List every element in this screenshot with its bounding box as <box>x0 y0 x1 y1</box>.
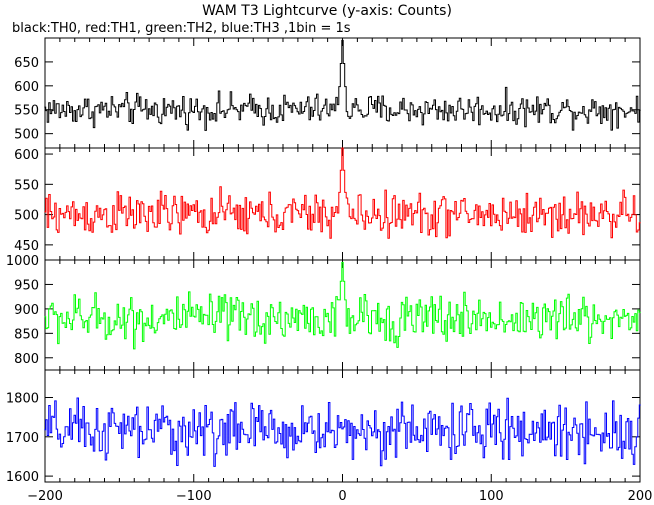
panel-frame <box>44 259 641 371</box>
y-tick-label: 600 <box>14 80 39 95</box>
y-tick-label: 550 <box>14 178 39 193</box>
y-tick-label: 1700 <box>6 431 39 446</box>
series-line-th2 <box>44 261 641 350</box>
y-tick-label: 1600 <box>6 470 39 485</box>
panel-frame <box>44 37 641 149</box>
y-tick-label: 550 <box>14 104 39 119</box>
series-line-th3 <box>44 397 641 467</box>
y-tick-label: 800 <box>14 352 39 367</box>
y-tick-label: 500 <box>14 128 39 143</box>
x-tick-label: −200 <box>27 489 63 504</box>
chart-subtitle: black:TH0, red:TH1, green:TH2, blue:TH3 … <box>12 21 351 36</box>
y-tick-label: 900 <box>14 303 39 318</box>
x-axis: −200 −100 0 100 200 <box>27 489 652 504</box>
panels-group: 500 550 600 650 450 500 550 600 800 850 900 950 1000… <box>6 37 641 485</box>
x-tick-label: 200 <box>628 489 653 504</box>
y-tick-label: 650 <box>14 56 39 71</box>
y-tick-label: 850 <box>14 327 39 342</box>
panel-th2: 800 850 900 950 1000 <box>6 254 641 371</box>
y-tick-label: 950 <box>14 278 39 293</box>
y-tick-label: 1800 <box>6 392 39 407</box>
panel-frame <box>44 369 641 483</box>
panel-frame <box>44 147 641 261</box>
x-tick-label: −100 <box>176 489 212 504</box>
panel-th1: 450 500 550 600 <box>14 147 641 261</box>
y-tick-label: 450 <box>14 239 39 254</box>
y-tick-label: 1000 <box>6 254 39 269</box>
panel-th0: 500 550 600 650 <box>14 37 641 149</box>
y-tick-label: 600 <box>14 148 39 163</box>
series-line-th1 <box>44 147 641 239</box>
x-tick-label: 0 <box>338 489 346 504</box>
chart-title: WAM T3 Lightcurve (y-axis: Counts) <box>202 3 452 19</box>
x-tick-label: 100 <box>479 489 504 504</box>
panel-th3: 1600 1700 1800 <box>6 369 641 485</box>
series-line-th0 <box>44 39 641 131</box>
y-tick-label: 500 <box>14 209 39 224</box>
